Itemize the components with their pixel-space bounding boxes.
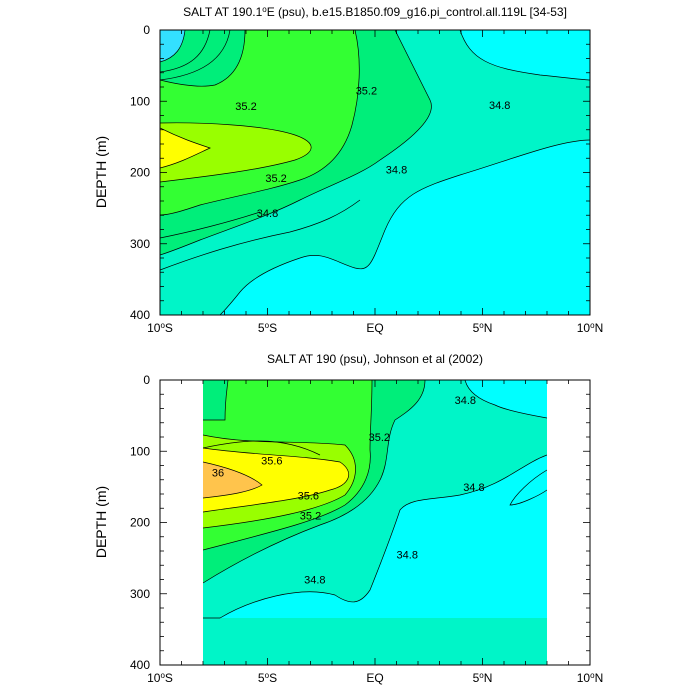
y-tick-label: 100 xyxy=(130,94,150,108)
contour-label: 35.2 xyxy=(356,86,377,98)
bottom-y-axis-label: DEPTH (m) xyxy=(93,486,109,558)
y-tick-label: 0 xyxy=(143,373,150,387)
bottom-contour-fills xyxy=(203,380,547,665)
top-contour-fills xyxy=(160,30,590,315)
y-tick-label: 0 xyxy=(143,23,150,37)
top-panel: SALT AT 190.1oE (psu), b.e15.B1850.f09_g… xyxy=(93,5,603,336)
bottom-contour-lines xyxy=(203,380,547,619)
top-tick-labels: 10oS 5oS EQ 5oN 10oN 0 100 200 300 400 xyxy=(130,23,603,335)
contour-label: 35.6 xyxy=(261,456,282,468)
x-tick-label: EQ xyxy=(366,671,383,685)
contour-label: 35.2 xyxy=(300,510,321,522)
x-tick-label: 5oS xyxy=(258,321,277,336)
contour-label: 34.8 xyxy=(489,100,510,112)
bottom-fill-36 xyxy=(203,462,262,498)
bottom-fill-cyan-right xyxy=(510,470,547,505)
bottom-fill-cyan xyxy=(465,380,547,418)
contour-label: 35.6 xyxy=(298,490,319,502)
contour-label: 34.8 xyxy=(397,550,418,562)
bottom-fill-cyan-lower xyxy=(203,455,547,618)
y-tick-label: 400 xyxy=(130,658,150,672)
top-fill-34.6 xyxy=(160,30,185,62)
top-y-axis-label: DEPTH (m) xyxy=(93,136,109,208)
x-tick-label: 5oS xyxy=(258,671,277,686)
top-title: SALT AT 190.1oE (psu), b.e15.B1850.f09_g… xyxy=(183,5,567,20)
contour-label: 34.8 xyxy=(463,482,484,494)
bottom-tick-labels: 10oS 5oS EQ 5oN 10oN 0 100 200 300 400 xyxy=(130,373,603,685)
y-tick-label: 300 xyxy=(130,587,150,601)
contour-label: 35.2 xyxy=(265,173,286,185)
bottom-fill-35.6 xyxy=(203,448,349,512)
y-tick-label: 100 xyxy=(130,444,150,458)
bottom-axis-ticks xyxy=(159,379,591,666)
contour-label: 34.8 xyxy=(386,165,407,177)
top-contour-labels: 35.2 35.2 34.8 35.2 34.8 34.8 xyxy=(235,86,510,221)
x-tick-label: 5oN xyxy=(473,321,493,336)
x-tick-label: 5oN xyxy=(473,671,493,686)
y-tick-label: 300 xyxy=(130,237,150,251)
top-fill-35.4 xyxy=(160,122,312,182)
contour-label: 34.8 xyxy=(455,395,476,407)
contour-label: 36 xyxy=(212,468,224,480)
x-tick-label: 10oN xyxy=(577,671,603,686)
top-axis-ticks xyxy=(159,29,591,316)
bottom-title: SALT AT 190 (psu), Johnson et al (2002) xyxy=(267,352,483,366)
x-tick-label: 10oS xyxy=(147,321,173,336)
contour-label: 34.8 xyxy=(304,575,325,587)
top-contour-lines xyxy=(160,30,590,315)
x-tick-label: 10oN xyxy=(577,321,603,336)
x-tick-label: EQ xyxy=(366,321,383,335)
contour-label: 35.2 xyxy=(235,101,256,113)
top-fill-35.6 xyxy=(160,128,210,168)
x-tick-label: 10oS xyxy=(147,671,173,686)
bottom-panel: SALT AT 190 (psu), Johnson et al (2002) xyxy=(93,352,603,685)
y-tick-label: 200 xyxy=(130,166,150,180)
contour-label: 35.2 xyxy=(369,432,390,444)
bottom-contour-labels: 34.8 35.2 35.6 36 34.8 35.6 35.2 34.8 34.8 xyxy=(212,395,485,587)
y-tick-label: 200 xyxy=(130,516,150,530)
y-tick-label: 400 xyxy=(130,308,150,322)
contour-label: 34.8 xyxy=(257,208,278,220)
